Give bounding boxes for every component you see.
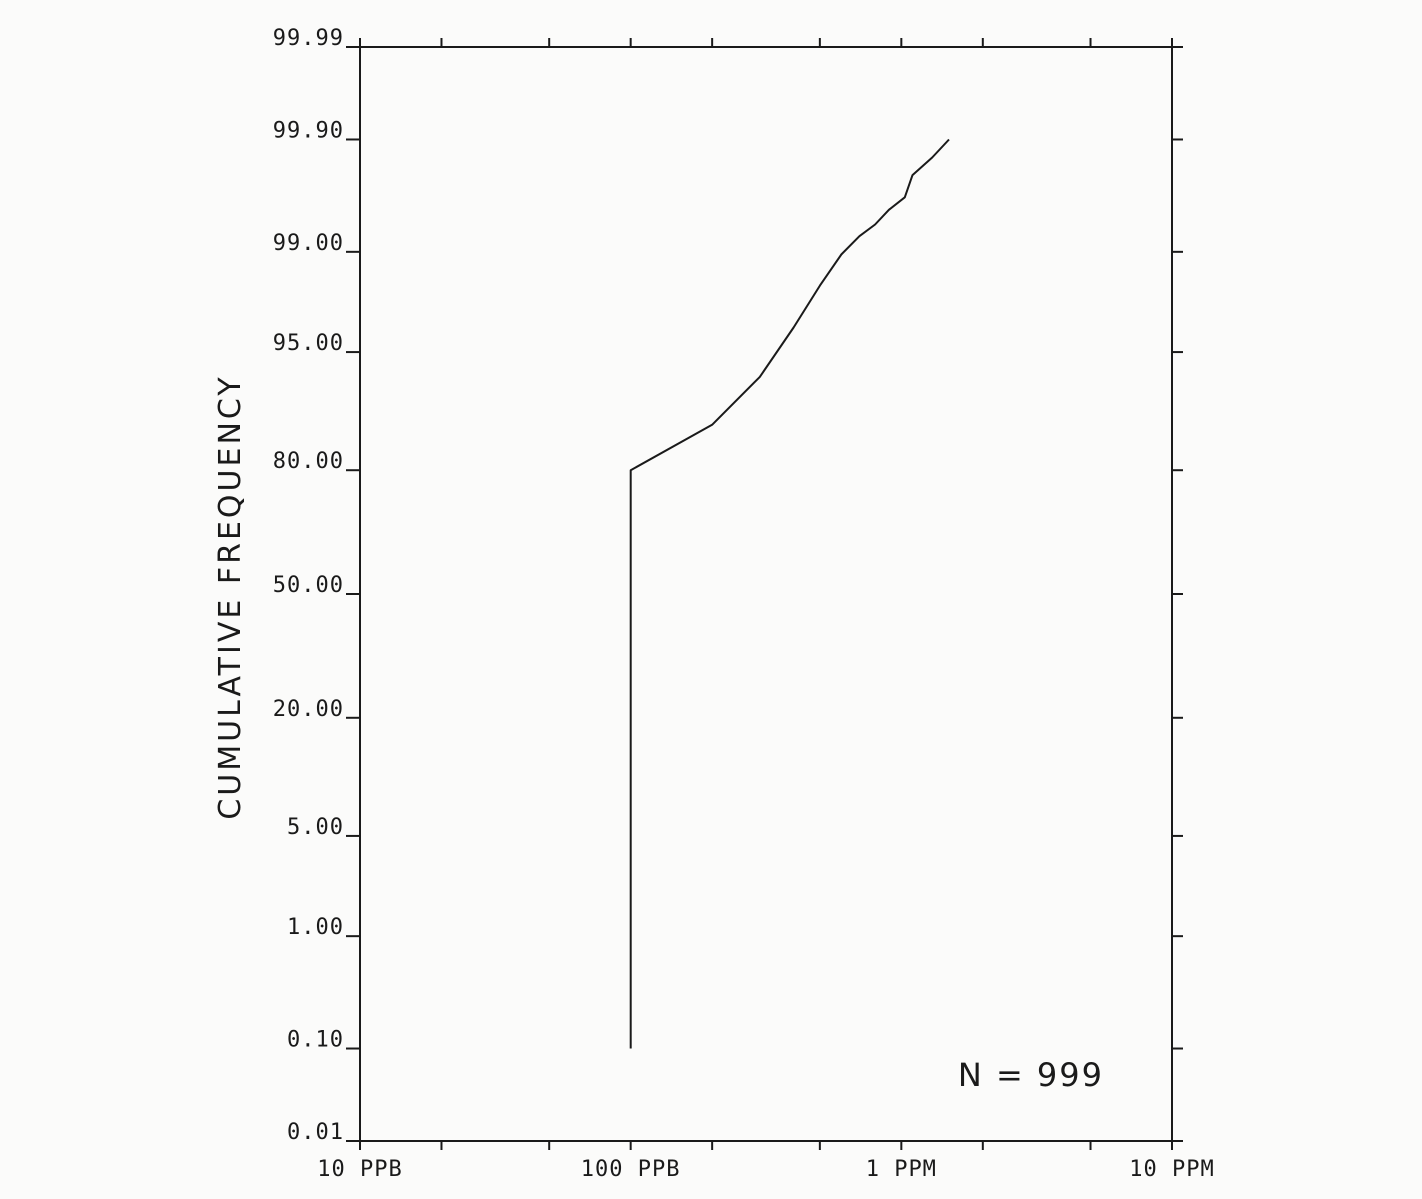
y-axis-title: CUMULATIVE FREQUENCY [213,374,248,819]
x-tick-label: 10 PPB [317,1157,402,1182]
plot-frame [359,46,1173,1142]
series-layer [629,138,950,1049]
y-tick-label: 95.00 [273,331,344,356]
y-tick-label: 99.90 [273,118,344,143]
y-tick-label: 99.99 [273,26,344,51]
x-tick-label: 10 PPM [1129,1157,1214,1182]
y-tick-label: 1.00 [287,915,344,940]
y-tick-label: 20.00 [273,697,344,722]
y-axis: 0.01 0.10 1.00 5.00 20.00 50.00 80.00 95.00 99.0… [273,26,1183,1145]
y-tick-label: 99.00 [273,231,344,256]
y-tick-label: 50.00 [273,573,344,598]
y-tick-label: 0.01 [287,1120,344,1145]
x-axis: 10 PPB 100 PPB 1 PPM 10 PPM [317,38,1214,1182]
x-tick-label: 100 PPB [581,1157,681,1182]
y-tick-label: 5.00 [287,815,344,840]
x-tick-label: 1 PPM [866,1157,937,1182]
y-tick-label: 0.10 [287,1028,344,1053]
cumulative-frequency-line [629,138,950,1049]
sample-size-annotation: N = 999 [958,1056,1104,1094]
y-tick-label: 80.00 [273,449,344,474]
